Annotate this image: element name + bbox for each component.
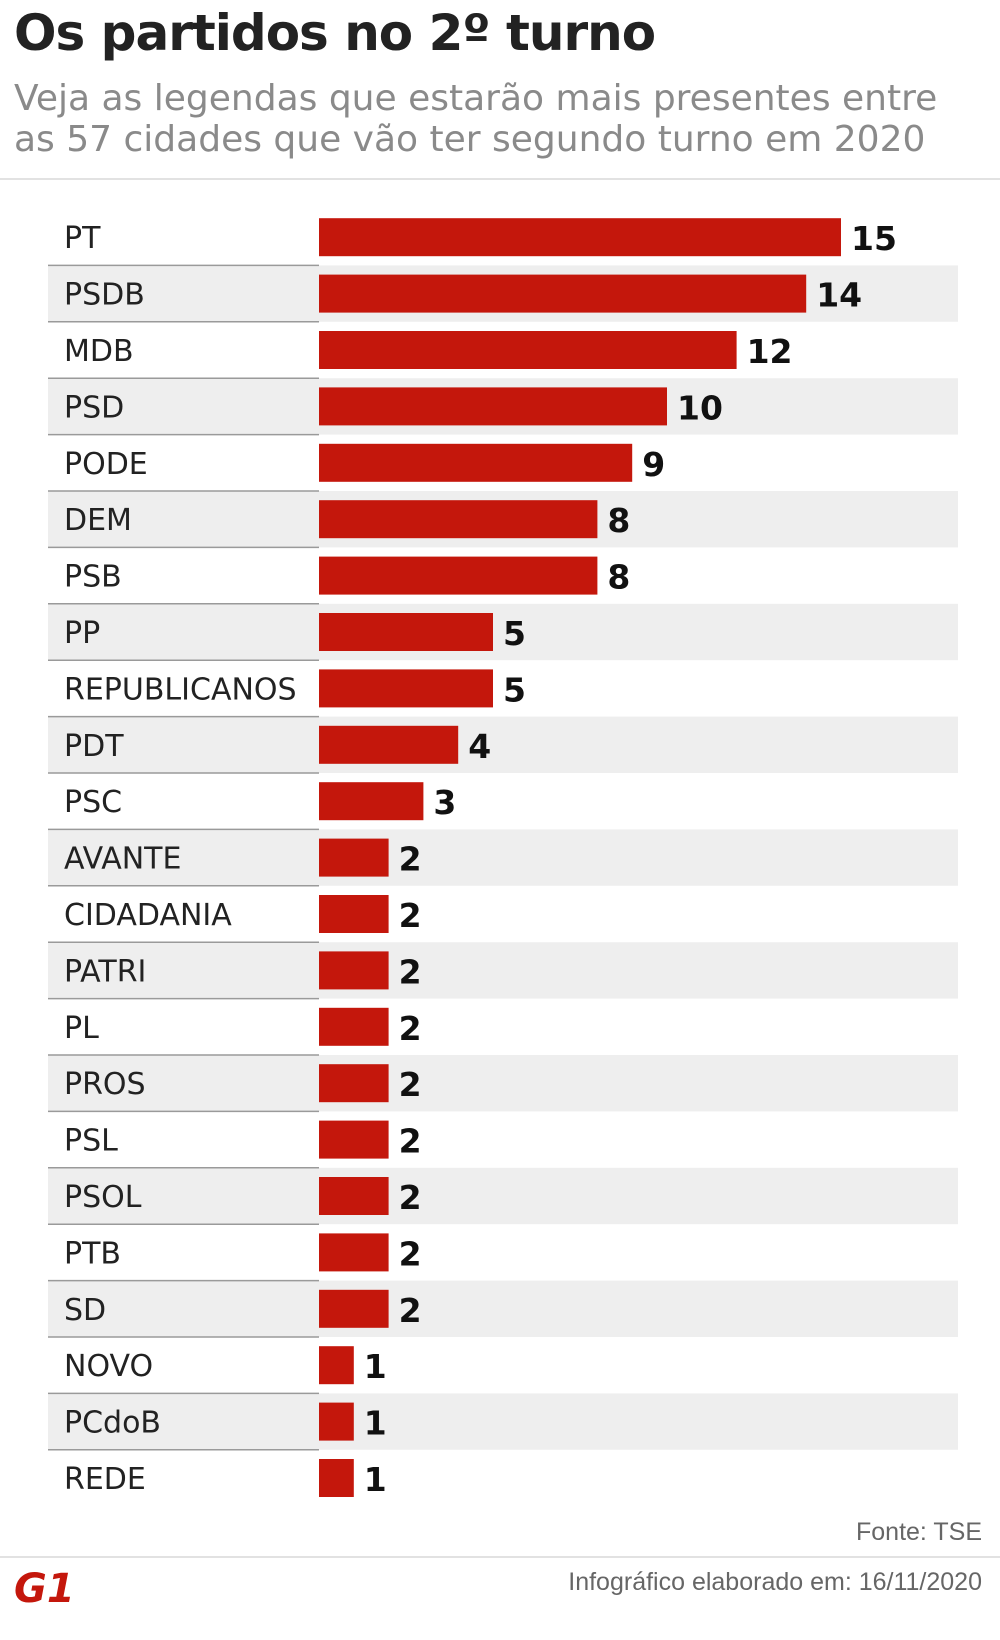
bar bbox=[319, 1289, 389, 1328]
category-label: NOVO bbox=[64, 1349, 153, 1384]
category-label: PSOL bbox=[64, 1180, 142, 1215]
data-label: 14 bbox=[816, 276, 862, 315]
row-stripe bbox=[48, 1393, 958, 1450]
row-stripe bbox=[48, 603, 958, 661]
data-label: 2 bbox=[399, 896, 422, 935]
data-label: 9 bbox=[642, 445, 665, 484]
category-label: PATRI bbox=[64, 954, 146, 989]
category-label: PDT bbox=[64, 729, 124, 764]
bar bbox=[319, 613, 493, 651]
category-label: REPUBLICANOS bbox=[64, 672, 297, 707]
bar bbox=[319, 838, 389, 877]
data-label: 3 bbox=[433, 783, 456, 822]
category-label: MDB bbox=[64, 334, 134, 369]
category-label: PSC bbox=[64, 785, 122, 820]
data-label: 8 bbox=[607, 501, 630, 540]
bar bbox=[319, 1233, 389, 1272]
bar bbox=[319, 669, 493, 708]
data-label: 1 bbox=[364, 1460, 387, 1499]
data-label: 4 bbox=[468, 727, 491, 766]
data-label: 15 bbox=[851, 219, 897, 258]
bar bbox=[319, 725, 459, 764]
category-label: PSD bbox=[64, 390, 124, 425]
bar bbox=[319, 1402, 354, 1441]
row-stripe bbox=[48, 1280, 958, 1337]
category-label: PP bbox=[64, 616, 100, 651]
bar bbox=[319, 782, 424, 821]
category-label: SD bbox=[64, 1293, 106, 1328]
data-label: 2 bbox=[399, 1291, 422, 1330]
category-label: AVANTE bbox=[64, 842, 181, 877]
bar bbox=[319, 274, 807, 313]
source-note: Fonte: TSE bbox=[856, 1518, 982, 1546]
credit-note: Infográfico elaborado em: 16/11/2020 bbox=[568, 1568, 982, 1596]
row-stripe bbox=[48, 829, 958, 886]
data-label: 2 bbox=[399, 1065, 422, 1104]
footer-divider bbox=[0, 1556, 1000, 1558]
bar bbox=[319, 1177, 389, 1215]
category-label: PROS bbox=[64, 1067, 146, 1102]
data-label: 10 bbox=[677, 388, 723, 427]
category-label: PSB bbox=[64, 560, 122, 595]
header-divider bbox=[0, 178, 1000, 180]
bar bbox=[319, 1007, 389, 1046]
bar bbox=[319, 443, 633, 482]
data-label: 2 bbox=[399, 952, 422, 991]
bar bbox=[319, 1120, 389, 1159]
category-label: PODE bbox=[64, 447, 148, 482]
data-label: 2 bbox=[399, 1178, 422, 1217]
row-stripe bbox=[48, 716, 958, 773]
data-label: 2 bbox=[399, 840, 422, 879]
chart-subtitle: Veja as legendas que estarão mais presen… bbox=[14, 78, 938, 160]
category-label: REDE bbox=[64, 1462, 146, 1497]
bar bbox=[319, 556, 598, 595]
data-label: 5 bbox=[503, 670, 526, 709]
bar bbox=[319, 895, 389, 933]
bar bbox=[319, 387, 667, 426]
category-label: PT bbox=[64, 221, 101, 256]
data-label: 12 bbox=[747, 332, 793, 371]
data-label: 2 bbox=[399, 1122, 422, 1161]
row-stripe bbox=[48, 1167, 958, 1225]
category-label: PSL bbox=[64, 1124, 118, 1159]
row-stripe bbox=[48, 942, 958, 999]
bar bbox=[319, 1064, 389, 1103]
category-label: CIDADANIA bbox=[64, 898, 232, 933]
category-label: PSDB bbox=[64, 278, 145, 313]
bar bbox=[319, 951, 389, 990]
bar bbox=[319, 500, 598, 539]
category-label: PCdoB bbox=[64, 1406, 161, 1441]
bar bbox=[319, 1459, 354, 1497]
category-label: DEM bbox=[64, 503, 132, 538]
bar bbox=[319, 1346, 354, 1385]
row-stripe bbox=[48, 1055, 958, 1112]
bar bbox=[319, 331, 737, 369]
data-label: 2 bbox=[399, 1234, 422, 1273]
data-label: 1 bbox=[364, 1404, 387, 1443]
svg-text:G1: G1 bbox=[14, 1566, 75, 1609]
data-label: 8 bbox=[607, 558, 630, 597]
category-label: PL bbox=[64, 1011, 99, 1046]
chart-title: Os partidos no 2º turno bbox=[14, 4, 656, 62]
g1-logo: G1 bbox=[14, 1566, 75, 1609]
data-label: 5 bbox=[503, 614, 526, 653]
category-label: PTB bbox=[64, 1236, 121, 1271]
data-label: 1 bbox=[364, 1347, 387, 1386]
bar bbox=[319, 218, 841, 257]
data-label: 2 bbox=[399, 1009, 422, 1048]
